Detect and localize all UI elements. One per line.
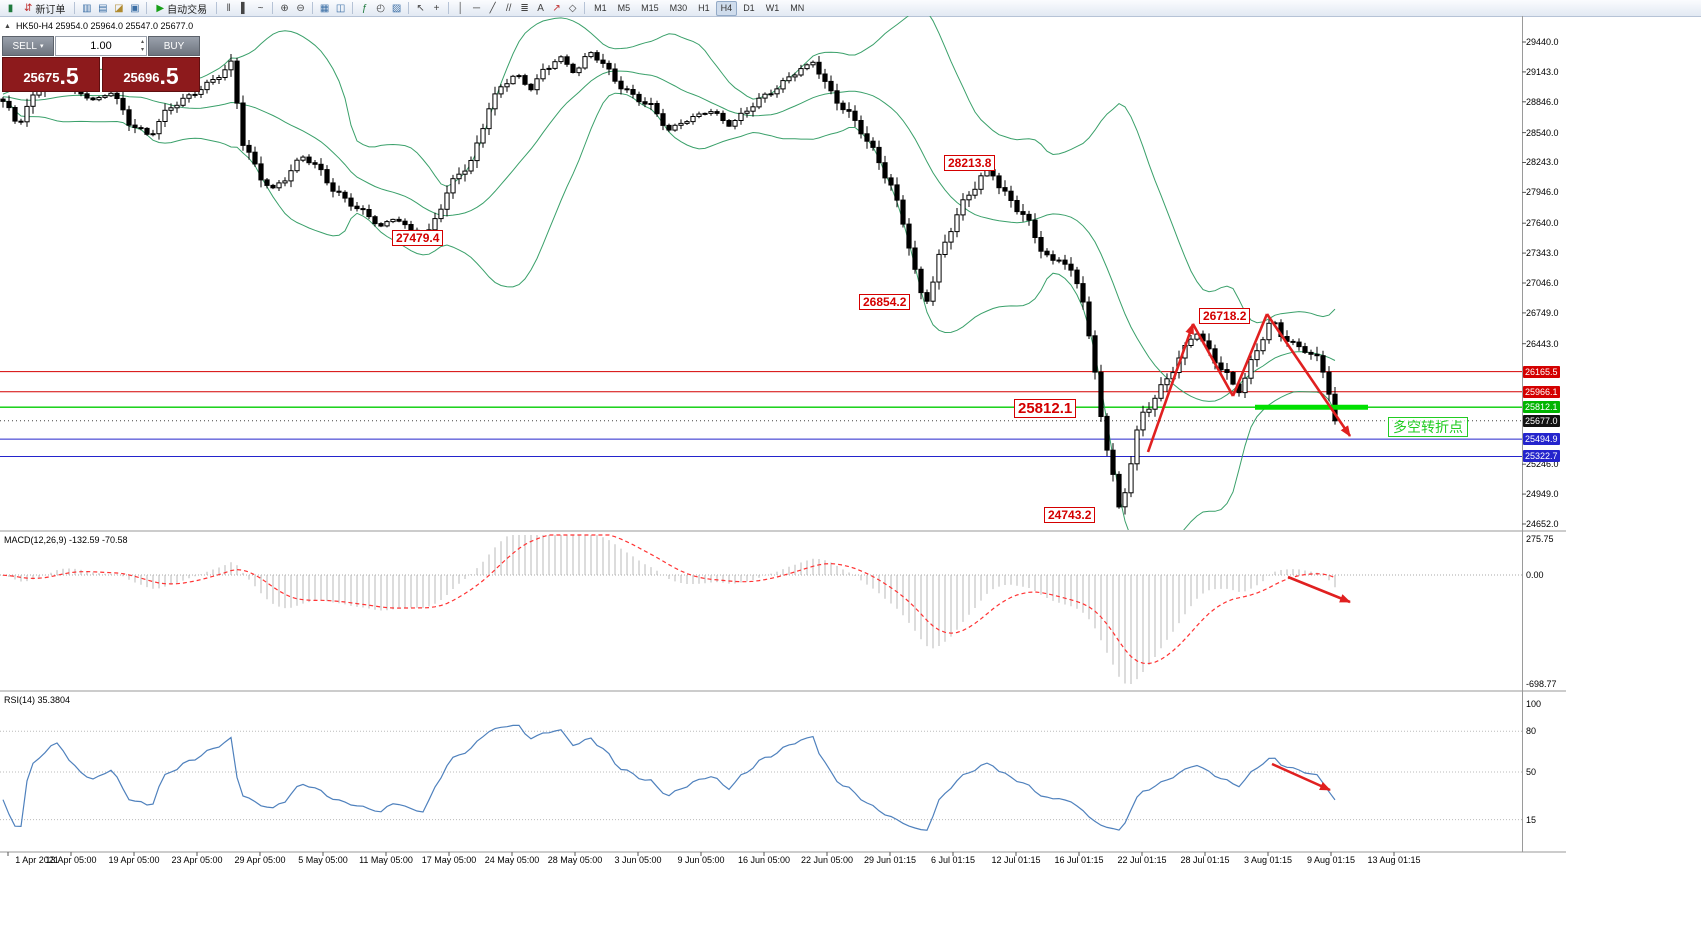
chevron-down-icon: ▾: [39, 43, 44, 50]
candlestick-chart-icon[interactable]: ▌: [241, 2, 249, 14]
volume-stepper[interactable]: ▴ ▾: [141, 38, 144, 54]
timeframe-m5-button[interactable]: M5: [617, 2, 631, 13]
toolbar-separator: [352, 2, 354, 14]
new-chart-icon[interactable]: ▮: [7, 2, 14, 14]
sell-price-box[interactable]: 25675 .5: [2, 57, 100, 92]
toolbar-separator: [74, 2, 76, 14]
sell-button[interactable]: SELL ▾: [2, 36, 54, 56]
toolbar-separator: [408, 2, 410, 14]
timeframe-m1-button[interactable]: M1: [594, 2, 607, 13]
pane-frame: [0, 16, 1566, 853]
chart-canvas[interactable]: [0, 16, 1566, 872]
macd-pane: [0, 534, 1522, 684]
timeframe-m30-button[interactable]: M30: [669, 2, 688, 13]
market-watch-icon[interactable]: ▥: [82, 2, 92, 14]
sell-button-label: SELL: [12, 40, 37, 52]
trend-arrow-annotation[interactable]: [1265, 313, 1352, 437]
auto-trading-button-label: 自动交易: [167, 4, 208, 16]
templates-icon[interactable]: ▨: [391, 2, 402, 14]
trend-arrow-annotation[interactable]: [1231, 313, 1269, 397]
text-icon[interactable]: A: [537, 2, 544, 14]
bar-chart-icon[interactable]: ‖: [226, 2, 231, 14]
volume-box: ▴ ▾: [55, 36, 147, 56]
bollinger-bands: [2, 16, 1336, 530]
timeframe-m15-button[interactable]: M15: [641, 2, 659, 13]
crosshair-icon[interactable]: +: [433, 2, 440, 14]
rsi-pane: [0, 724, 1522, 831]
zoom-in-icon[interactable]: ⊕: [280, 2, 289, 14]
horizontal-level-lines[interactable]: [0, 371, 1522, 457]
zoom-out-icon[interactable]: ⊖: [296, 2, 305, 14]
buy-button[interactable]: BUY: [148, 36, 200, 56]
trend-arrow-annotation[interactable]: [1271, 762, 1331, 792]
sell-price-fraction: .5: [59, 63, 79, 89]
cursor-icon[interactable]: ↖: [416, 2, 425, 14]
new-order-button-icon: ⇵: [24, 2, 33, 14]
cascade-windows-icon[interactable]: ◫: [335, 2, 346, 14]
volume-input[interactable]: [64, 39, 138, 53]
symbol-ohlc-text: HK50-H4 25954.0 25964.0 25547.0 25677.0: [15, 21, 194, 31]
toolbar-separator: [312, 2, 314, 14]
stepper-down-icon[interactable]: ▾: [140, 47, 144, 53]
timeframe-w1-button[interactable]: W1: [765, 2, 780, 13]
toolbar-separator: [146, 2, 148, 14]
shapes-icon[interactable]: ◇: [568, 2, 577, 14]
horizontal-line-icon[interactable]: ─: [473, 2, 481, 14]
auto-trading-button[interactable]: ▶ 自动交易: [151, 1, 212, 16]
buy-price-fraction: .5: [159, 63, 179, 89]
auto-trading-button-icon: ▶: [156, 2, 165, 14]
buy-button-label: BUY: [163, 40, 185, 52]
data-window-icon[interactable]: ▤: [98, 2, 108, 14]
candlesticks: [0, 50, 1338, 515]
timeframe-h1-button[interactable]: H1: [698, 2, 710, 13]
indicators-icon[interactable]: ƒ: [361, 2, 368, 14]
toolbar-separator: [216, 2, 218, 14]
trade-panel-collapse-icon[interactable]: ▲: [4, 22, 11, 30]
channel-icon[interactable]: //: [505, 2, 512, 14]
trend-arrow-annotation[interactable]: [1146, 323, 1195, 453]
buy-price-box[interactable]: 25696 .5: [102, 57, 200, 92]
navigator-icon[interactable]: ◪: [114, 2, 124, 14]
periods-icon[interactable]: ◴: [376, 2, 385, 14]
toolbar-separator: [448, 2, 450, 14]
timeframe-h4-button[interactable]: H4: [715, 0, 738, 16]
trendline-icon[interactable]: ╱: [489, 2, 496, 14]
trend-arrow-annotation[interactable]: [1191, 323, 1235, 397]
one-click-trade-panel: SELL ▾ ▴ ▾ BUY 25675 .5 25696 .5: [2, 36, 200, 92]
axis-ticks: [7, 41, 1526, 856]
stepper-up-icon[interactable]: ▴: [140, 39, 144, 45]
arrow-annotation-icon[interactable]: ↗: [552, 2, 561, 14]
toolbar-separator: [272, 2, 274, 14]
new-order-button-label: 新订单: [35, 4, 66, 16]
sell-price-main: 25675: [23, 70, 60, 85]
terminal-icon[interactable]: ▣: [130, 2, 140, 14]
line-chart-icon[interactable]: ~: [257, 2, 264, 14]
new-order-button[interactable]: ⇵ 新订单: [19, 1, 70, 16]
toolbar-separator: [584, 2, 586, 14]
fibonacci-icon[interactable]: ≣: [520, 2, 529, 14]
timeframe-d1-button[interactable]: D1: [743, 2, 755, 13]
rsi-indicator-label: RSI(14) 35.3804: [4, 695, 71, 705]
tile-windows-icon[interactable]: ▦: [319, 2, 330, 14]
timeframe-mn-button[interactable]: MN: [790, 2, 805, 13]
trend-arrow-annotation[interactable]: [1287, 575, 1351, 604]
vertical-line-icon[interactable]: │: [457, 2, 464, 14]
drawn-annotations[interactable]: [1146, 313, 1368, 792]
symbol-info: ▲ HK50-H4 25954.0 25964.0 25547.0 25677.…: [4, 21, 193, 31]
buy-price-main: 25696: [123, 70, 160, 85]
main-toolbar: ▮ ⇵ 新订单 ▥ ▤ ◪ ▣ ▶ 自动交易 ‖ ▌ ~ ⊕ ⊖ ▦ ◫ ƒ ◴ ▨ ↖ + │ ─ ╱ // ≣ A ↗ ◇ M1 M5 M…: [0, 0, 1701, 17]
macd-indicator-label: MACD(12,26,9) -132.59 -70.58: [4, 535, 128, 545]
